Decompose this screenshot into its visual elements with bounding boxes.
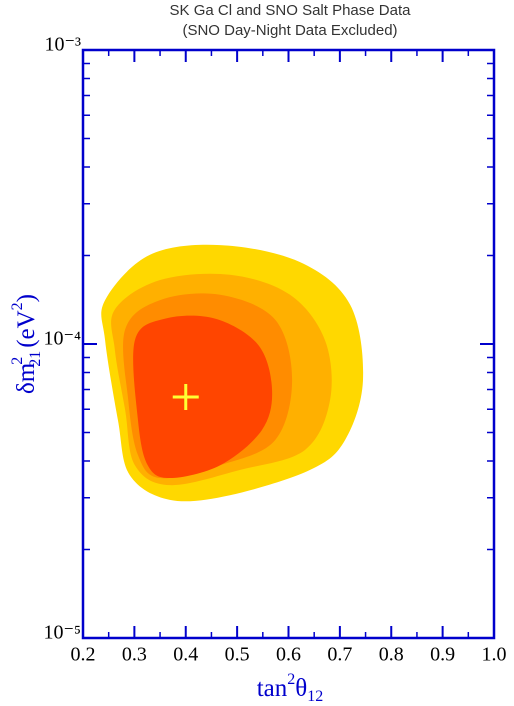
y-label-base: δm	[13, 362, 40, 394]
y-label-close: )	[13, 294, 40, 302]
y-label-sub: 21	[27, 351, 44, 367]
x-tick-label: 0.4	[173, 644, 198, 666]
x-tick-label: 0.9	[430, 644, 455, 666]
y-axis-label: δm221(eV2)	[9, 294, 44, 394]
x-label-sub: 12	[307, 688, 323, 705]
x-tick-label: 0.7	[327, 644, 352, 666]
x-axis-label: tan2θ12	[257, 671, 324, 705]
y-tick-label: 10⁻⁵	[43, 622, 81, 644]
x-tick-label: 0.8	[379, 644, 404, 666]
x-tick-label: 1.0	[482, 644, 507, 666]
x-label-symbol: θ	[295, 675, 307, 702]
y-tick-label: 10⁻⁴	[43, 328, 81, 350]
x-tick-label: 0.3	[122, 644, 147, 666]
x-label-sup: 2	[287, 671, 295, 688]
y-label-sup: 2	[9, 357, 26, 365]
y-label-unit-sup: 2	[9, 302, 26, 310]
y-label-unit: (eV	[13, 310, 40, 347]
x-tick-label: 0.6	[276, 644, 301, 666]
chart-subtitle: (SNO Day-Night Data Excluded)	[182, 22, 397, 39]
best-fit-marker	[172, 384, 199, 411]
chart-title: SK Ga Cl and SNO Salt Phase Data	[170, 2, 412, 19]
contour-region	[133, 315, 273, 479]
x-tick-label: 0.2	[71, 644, 96, 666]
x-label-base: tan	[257, 675, 288, 702]
y-tick-label: 10⁻³	[44, 34, 81, 56]
x-tick-label: 0.5	[225, 644, 250, 666]
